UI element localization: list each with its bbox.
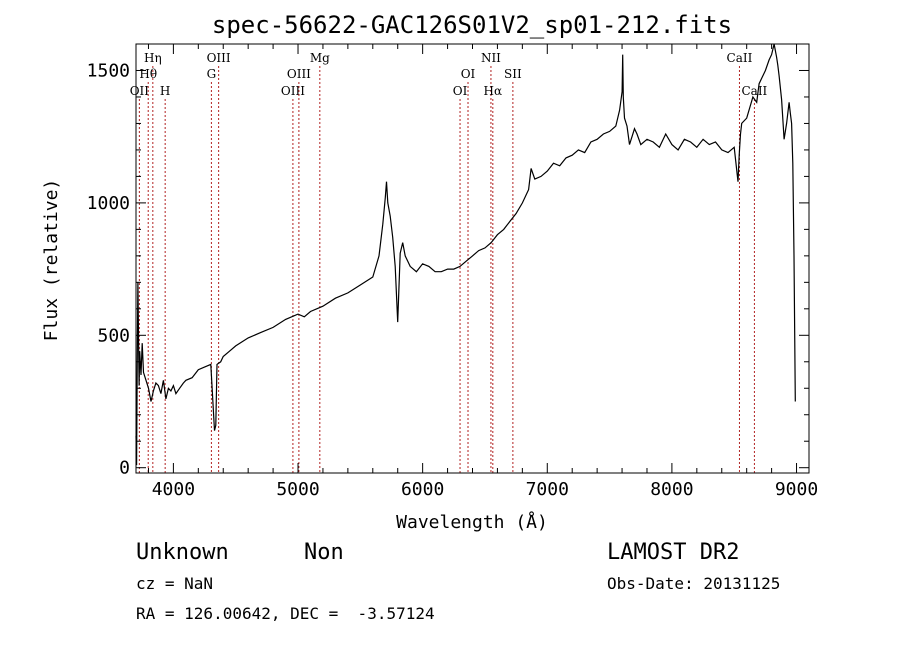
object-class: Unknown: [136, 540, 229, 565]
x-tick-label: 4000: [152, 479, 195, 500]
axis-ticks: 4000 5000 6000 7000 8000 9000 0 500 1000 1500: [87, 43, 818, 500]
y-tick-label: 0: [119, 458, 130, 479]
line-marker-label: G: [207, 67, 217, 81]
line-marker-label: Mg: [310, 51, 330, 65]
x-tick-label: 5000: [276, 479, 319, 500]
object-subclass: Non: [304, 540, 344, 565]
line-marker-label: OII: [130, 84, 150, 98]
y-tick-label: 1000: [87, 193, 130, 214]
x-tick-label: 7000: [526, 479, 569, 500]
x-axis-label: Wavelength (Å): [396, 511, 548, 533]
y-axis-label: Flux (relative): [41, 179, 62, 342]
line-marker-label: Hη: [144, 51, 162, 65]
line-marker-label: CaII: [727, 51, 753, 65]
line-marker-label: OIII: [287, 67, 311, 81]
observation-date: Obs-Date: 20131125: [607, 574, 780, 593]
plot-frame: [135, 43, 810, 474]
line-marker-label: H: [160, 84, 170, 98]
line-marker-label: OIII: [207, 51, 231, 65]
line-marker-label: OIII: [281, 84, 305, 98]
spectrum-line: [135, 43, 796, 466]
chart-title: spec-56622-GAC126S01V2_sp01-212.fits: [212, 11, 732, 39]
y-tick-label: 500: [97, 325, 130, 346]
line-marker-label: Hθ: [139, 67, 157, 81]
line-marker-label: CaII: [741, 84, 767, 98]
survey-name: LAMOST DR2: [607, 540, 739, 565]
line-marker-label: SII: [504, 67, 522, 81]
x-tick-label: 6000: [401, 479, 444, 500]
ra-dec-coordinates: RA = 126.00642, DEC = -3.57124: [136, 604, 435, 623]
y-tick-label: 1500: [87, 60, 130, 81]
line-marker-label: NII: [481, 51, 501, 65]
line-marker-label: Hα: [484, 84, 503, 98]
line-marker-label: OI: [453, 84, 468, 98]
x-tick-label: 8000: [650, 479, 693, 500]
redshift-cz: cz = NaN: [136, 574, 213, 593]
x-tick-label: 9000: [775, 479, 818, 500]
line-marker-label: OI: [461, 67, 476, 81]
